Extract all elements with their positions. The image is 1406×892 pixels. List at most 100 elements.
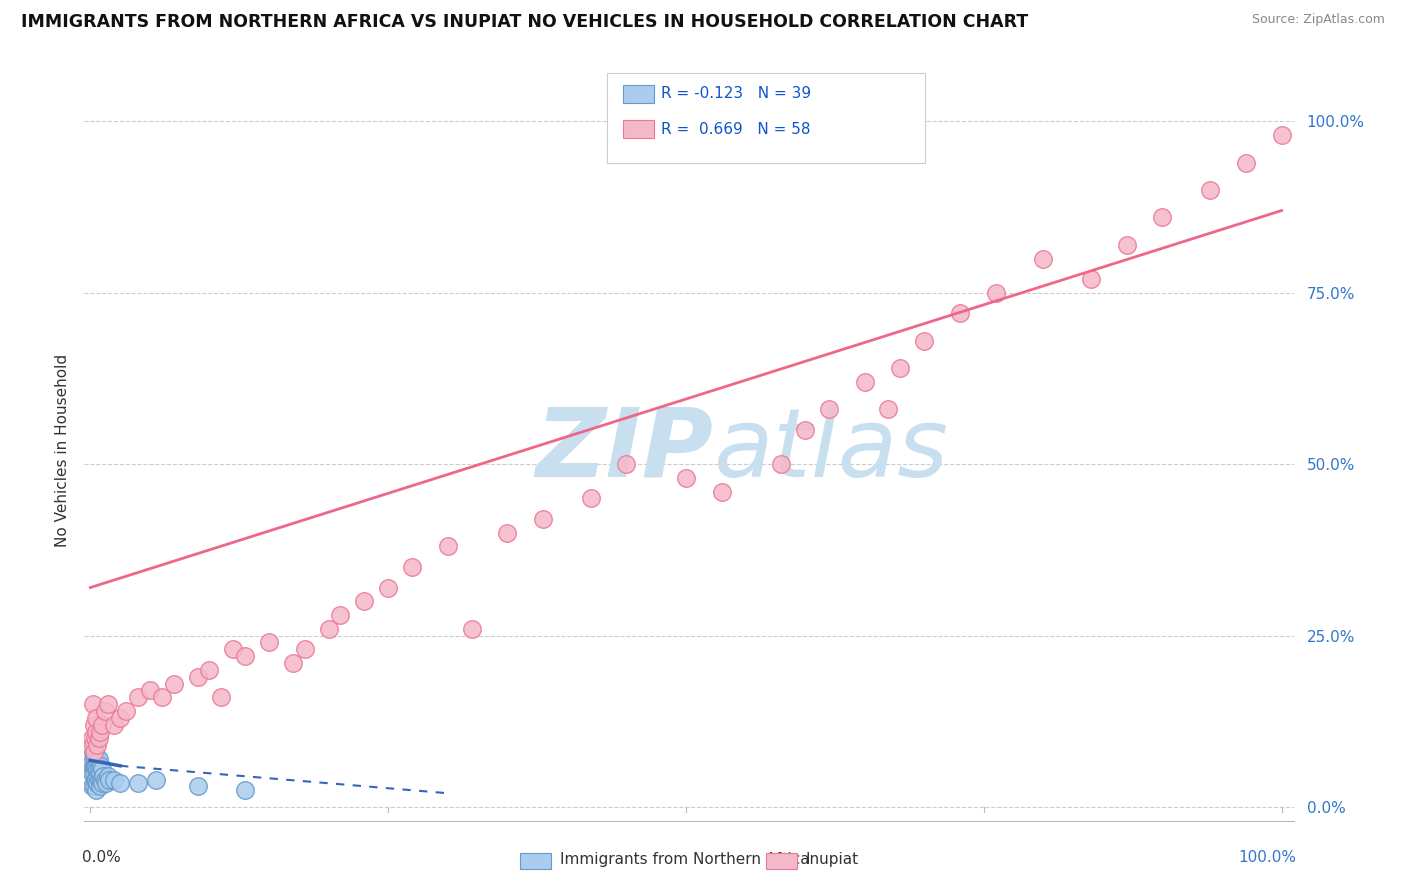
Point <box>91 717 114 731</box>
Point <box>90 759 112 773</box>
Point <box>163 676 186 690</box>
Point <box>93 769 115 783</box>
Point <box>127 690 149 705</box>
Point <box>82 738 104 752</box>
Point <box>853 375 876 389</box>
Point <box>1271 128 1294 142</box>
Point <box>103 772 125 787</box>
Point <box>818 402 841 417</box>
Point <box>91 776 114 790</box>
Point <box>84 772 107 787</box>
Point <box>436 540 458 554</box>
Point <box>87 752 110 766</box>
Point <box>82 759 104 773</box>
Point <box>86 738 108 752</box>
Point <box>186 780 208 794</box>
Point <box>84 724 107 739</box>
Point <box>86 752 108 766</box>
Text: R = -0.123   N = 39: R = -0.123 N = 39 <box>661 87 811 101</box>
Point <box>90 772 112 787</box>
Point <box>209 690 232 705</box>
Point <box>1115 237 1137 252</box>
Point <box>82 745 104 759</box>
Point <box>83 765 105 780</box>
Point <box>84 711 107 725</box>
Point <box>97 769 120 783</box>
Point <box>377 581 399 595</box>
Point <box>984 285 1007 300</box>
Point <box>912 334 935 348</box>
Point <box>401 560 423 574</box>
Point <box>710 484 733 499</box>
Point <box>82 697 104 711</box>
Point <box>91 762 114 776</box>
Text: Inupiat: Inupiat <box>806 853 859 867</box>
Text: ZIP: ZIP <box>536 404 713 497</box>
Point <box>84 731 107 746</box>
Text: Immigrants from Northern Africa: Immigrants from Northern Africa <box>560 853 810 867</box>
Text: 0.0%: 0.0% <box>82 850 121 865</box>
Point <box>98 772 121 787</box>
Point <box>80 765 103 780</box>
Point <box>83 745 105 759</box>
Point <box>97 697 120 711</box>
Point <box>108 711 131 725</box>
Point <box>1199 183 1222 197</box>
Point <box>233 649 256 664</box>
Text: Source: ZipAtlas.com: Source: ZipAtlas.com <box>1251 13 1385 27</box>
Point <box>233 782 256 797</box>
Point <box>949 306 972 320</box>
Point <box>186 670 208 684</box>
Point <box>83 748 105 763</box>
Point <box>145 772 167 787</box>
Point <box>87 731 110 746</box>
Point <box>318 622 340 636</box>
Point <box>281 656 304 670</box>
Point <box>89 780 111 794</box>
Point <box>86 762 108 776</box>
Point <box>877 402 900 417</box>
Point <box>222 642 245 657</box>
Y-axis label: No Vehicles in Household: No Vehicles in Household <box>55 354 70 547</box>
Point <box>83 759 105 773</box>
Point <box>86 776 108 790</box>
Point <box>83 780 105 794</box>
Point <box>329 607 352 622</box>
Point <box>84 759 107 773</box>
Point <box>198 663 221 677</box>
Point <box>579 491 602 506</box>
Point <box>294 642 316 657</box>
Point <box>496 525 519 540</box>
Point <box>1080 272 1102 286</box>
Point <box>82 752 104 766</box>
Point <box>84 748 107 763</box>
Point <box>93 772 115 787</box>
Point <box>115 704 138 718</box>
Text: R =  0.669   N = 58: R = 0.669 N = 58 <box>661 122 810 136</box>
Point <box>84 772 107 787</box>
Point <box>1234 155 1257 169</box>
Point <box>87 772 110 787</box>
Point <box>93 704 115 718</box>
Point <box>1152 211 1174 225</box>
Point <box>675 471 697 485</box>
Point <box>89 765 111 780</box>
Point <box>84 782 107 797</box>
Point <box>139 683 162 698</box>
Point <box>257 635 280 649</box>
Point <box>94 776 117 790</box>
Point <box>616 457 638 471</box>
Point <box>889 361 911 376</box>
Point <box>84 745 107 759</box>
Point <box>84 759 107 773</box>
Point <box>108 776 131 790</box>
Point <box>353 594 375 608</box>
Point <box>150 690 173 705</box>
Point <box>83 717 105 731</box>
Point <box>794 423 817 437</box>
Text: IMMIGRANTS FROM NORTHERN AFRICA VS INUPIAT NO VEHICLES IN HOUSEHOLD CORRELATION : IMMIGRANTS FROM NORTHERN AFRICA VS INUPI… <box>21 13 1028 31</box>
Point <box>770 457 793 471</box>
Point <box>127 776 149 790</box>
Point <box>1032 252 1054 266</box>
Point <box>80 780 103 794</box>
